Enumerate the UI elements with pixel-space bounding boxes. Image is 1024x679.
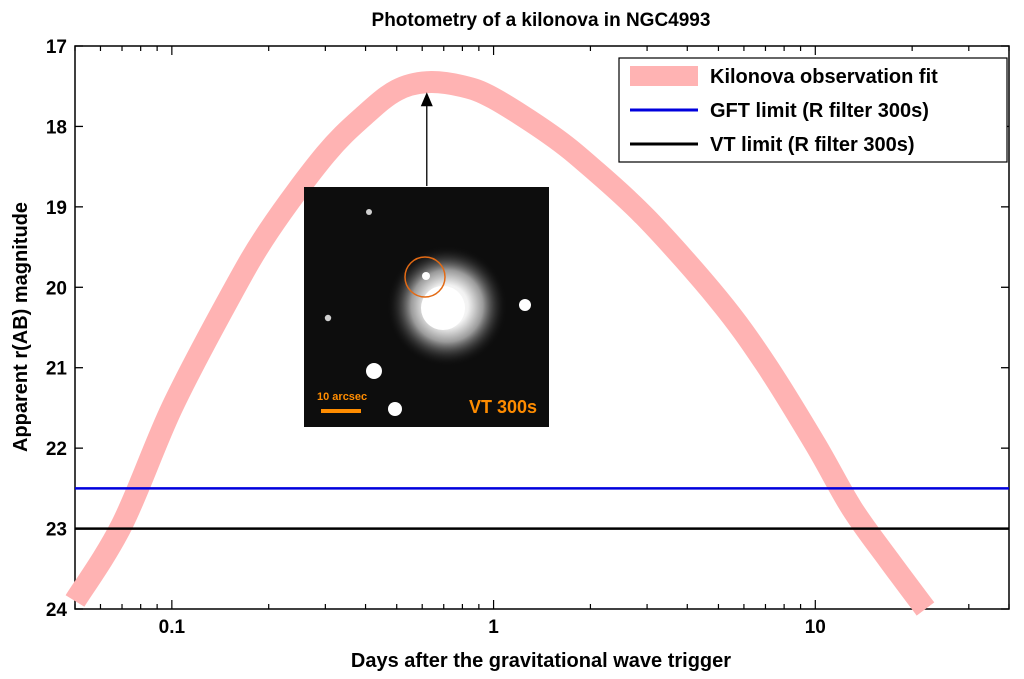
y-tick-label: 21	[46, 359, 68, 380]
chart-title: Photometry of a kilonova in NGC4993	[372, 10, 711, 31]
y-tick-label: 24	[46, 600, 68, 621]
annotation-arrow	[420, 92, 433, 186]
x-tick-label: 1	[488, 617, 499, 638]
y-tick-label: 22	[46, 439, 67, 460]
star	[388, 402, 402, 416]
star	[519, 299, 531, 311]
x-axis-label: Days after the gravitational wave trigge…	[351, 650, 731, 672]
series-layer	[65, 71, 1009, 616]
legend-label-vt: VT limit (R filter 300s)	[710, 134, 915, 156]
inset-image: 10 arcsec VT 300s	[304, 187, 549, 427]
x-tick-label: 0.1	[159, 617, 186, 638]
star	[366, 209, 372, 215]
legend: Kilonova observation fit GFT limit (R fi…	[618, 57, 1008, 163]
y-tick-label: 19	[46, 198, 67, 219]
y-tick-label: 17	[46, 37, 67, 58]
x-tick-label: 10	[805, 617, 826, 638]
kilonova-source	[422, 272, 430, 280]
legend-label-kilonova: Kilonova observation fit	[710, 66, 938, 88]
y-tick-label: 23	[46, 520, 67, 541]
galaxy-core	[421, 286, 465, 330]
scale-bar-label: 10 arcsec	[317, 391, 367, 403]
legend-label-gft: GFT limit (R filter 300s)	[710, 100, 929, 122]
kilonova-circle-marker	[404, 256, 446, 298]
kilonova-fit-curve	[65, 71, 935, 616]
y-tick-label: 20	[46, 278, 67, 299]
inset-exposure-label: VT 300s	[469, 397, 537, 417]
y-axis-label: Apparent r(AB) magnitude	[10, 202, 32, 452]
x-axis: 0.1 1 10	[74, 46, 1010, 638]
y-tick-label: 18	[46, 117, 67, 138]
star	[366, 363, 382, 379]
y-axis: 17 18 19 20 21 22 23 24	[46, 37, 1009, 621]
star	[324, 314, 332, 322]
scale-bar	[321, 409, 361, 413]
